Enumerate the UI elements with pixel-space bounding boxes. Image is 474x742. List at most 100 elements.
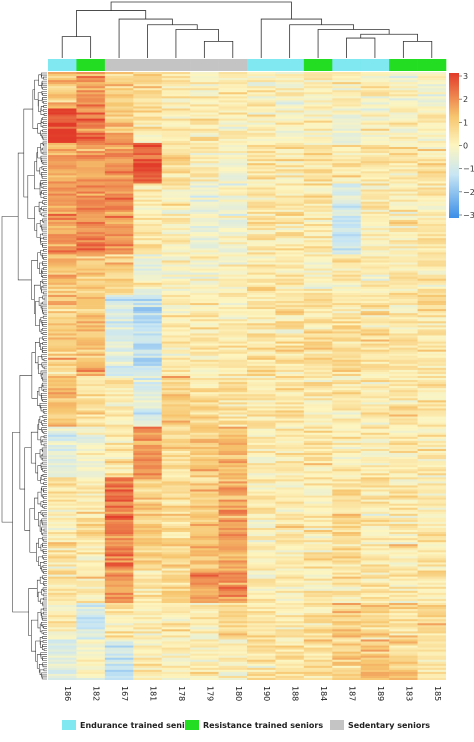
heatmap-cell xyxy=(190,276,219,280)
heatmap-cell xyxy=(360,351,390,355)
heatmap-cell xyxy=(332,657,362,661)
heatmap-cell xyxy=(133,576,163,579)
heatmap-cell xyxy=(417,177,446,180)
heatmap-cell xyxy=(218,388,248,391)
heatmap-cell xyxy=(389,268,418,271)
heatmap-cell xyxy=(360,373,390,377)
heatmap-cell xyxy=(190,574,219,577)
heatmap-cell xyxy=(332,382,362,385)
heatmap-cell xyxy=(275,319,305,322)
heatmap-cell xyxy=(161,649,191,652)
heatmap-cell xyxy=(104,507,134,511)
heatmap-cell xyxy=(360,382,390,385)
heatmap-cell xyxy=(360,106,390,109)
heatmap-cell xyxy=(389,232,418,235)
row-dendrogram-branch xyxy=(42,121,47,124)
heatmap-cell xyxy=(104,382,134,385)
heatmap-cell xyxy=(389,276,418,280)
heatmap-cell xyxy=(360,671,390,675)
heatmap-cell xyxy=(161,408,191,411)
heatmap-cell xyxy=(417,645,446,648)
heatmap-cell xyxy=(161,108,191,111)
heatmap-cell xyxy=(218,394,248,397)
row-dendrogram-branch xyxy=(43,167,47,171)
heatmap-cell xyxy=(360,641,390,644)
heatmap-cell xyxy=(332,179,362,182)
heatmap-cell xyxy=(303,546,333,549)
heatmap-cell xyxy=(190,596,219,600)
row-dendrogram-branch xyxy=(42,532,47,536)
heatmap-cell xyxy=(303,659,333,663)
heatmap-cell xyxy=(303,556,333,559)
row-dendrogram-branch xyxy=(42,336,47,340)
heatmap-cell xyxy=(161,76,191,79)
heatmap-cell xyxy=(48,116,77,119)
row-dendrogram-branch xyxy=(38,100,43,112)
heatmap-cell xyxy=(218,384,248,387)
heatmap-cell xyxy=(76,410,106,413)
heatmap-cell xyxy=(360,90,390,93)
heatmap-cell xyxy=(360,122,390,125)
heatmap-cell xyxy=(48,390,77,393)
heatmap-cell xyxy=(161,361,191,365)
heatmap-cell xyxy=(417,501,446,504)
heatmap-cell xyxy=(218,477,248,480)
heatmap-cell xyxy=(76,100,106,103)
heatmap-cell xyxy=(218,363,248,367)
heatmap-cell xyxy=(218,349,248,352)
heatmap-cell xyxy=(332,102,362,105)
heatmap-cell xyxy=(48,290,77,294)
heatmap-cell xyxy=(389,453,418,456)
heatmap-cell xyxy=(360,195,390,198)
heatmap-cell xyxy=(389,191,418,194)
heatmap-cell xyxy=(275,605,305,608)
heatmap-cell xyxy=(161,169,191,172)
heatmap-cell xyxy=(247,144,276,148)
heatmap-cell xyxy=(104,538,134,541)
heatmap-cell xyxy=(389,572,418,575)
heatmap-cell xyxy=(133,153,163,156)
heatmap-cell xyxy=(417,659,446,663)
heatmap-cell xyxy=(275,544,305,547)
heatmap-cell xyxy=(76,467,106,470)
heatmap-cell xyxy=(218,355,248,359)
heatmap-cell xyxy=(190,252,219,255)
heatmap-cell xyxy=(190,363,219,367)
heatmap-cell xyxy=(303,663,333,667)
heatmap-cell xyxy=(360,96,390,99)
heatmap-cell xyxy=(161,378,191,381)
heatmap-cell xyxy=(247,84,276,87)
heatmap-cell xyxy=(161,317,191,320)
heatmap-cell xyxy=(247,315,276,318)
heatmap-cell xyxy=(133,108,163,111)
heatmap-cell xyxy=(161,611,191,614)
heatmap-cell xyxy=(303,615,333,618)
heatmap-cell xyxy=(190,519,219,523)
heatmap-cell xyxy=(76,112,106,115)
heatmap-cell xyxy=(417,136,446,140)
heatmap-cell xyxy=(76,592,106,596)
heatmap-cell xyxy=(303,532,333,535)
row-dendrogram-branch xyxy=(37,591,42,602)
heatmap-cell xyxy=(360,600,390,604)
heatmap-cell xyxy=(133,396,163,399)
heatmap-cell xyxy=(247,663,276,667)
heatmap-cell xyxy=(247,497,276,500)
heatmap-cell xyxy=(104,195,134,198)
heatmap-cell xyxy=(76,528,106,531)
heatmap-cell xyxy=(133,582,163,586)
heatmap-cell xyxy=(247,402,276,405)
heatmap-cell xyxy=(161,536,191,539)
heatmap-cell xyxy=(417,489,446,492)
heatmap-cell xyxy=(389,181,418,184)
heatmap-cell xyxy=(417,576,446,579)
heatmap-cell xyxy=(417,134,446,138)
heatmap-cell xyxy=(190,301,219,304)
heatmap-cell xyxy=(104,282,134,286)
heatmap-cell xyxy=(303,90,333,93)
heatmap-cell xyxy=(104,430,134,434)
heatmap-cell xyxy=(360,232,390,235)
heatmap-cell xyxy=(161,457,191,460)
heatmap-cell xyxy=(218,592,248,596)
row-dendrogram-branch xyxy=(42,109,47,112)
